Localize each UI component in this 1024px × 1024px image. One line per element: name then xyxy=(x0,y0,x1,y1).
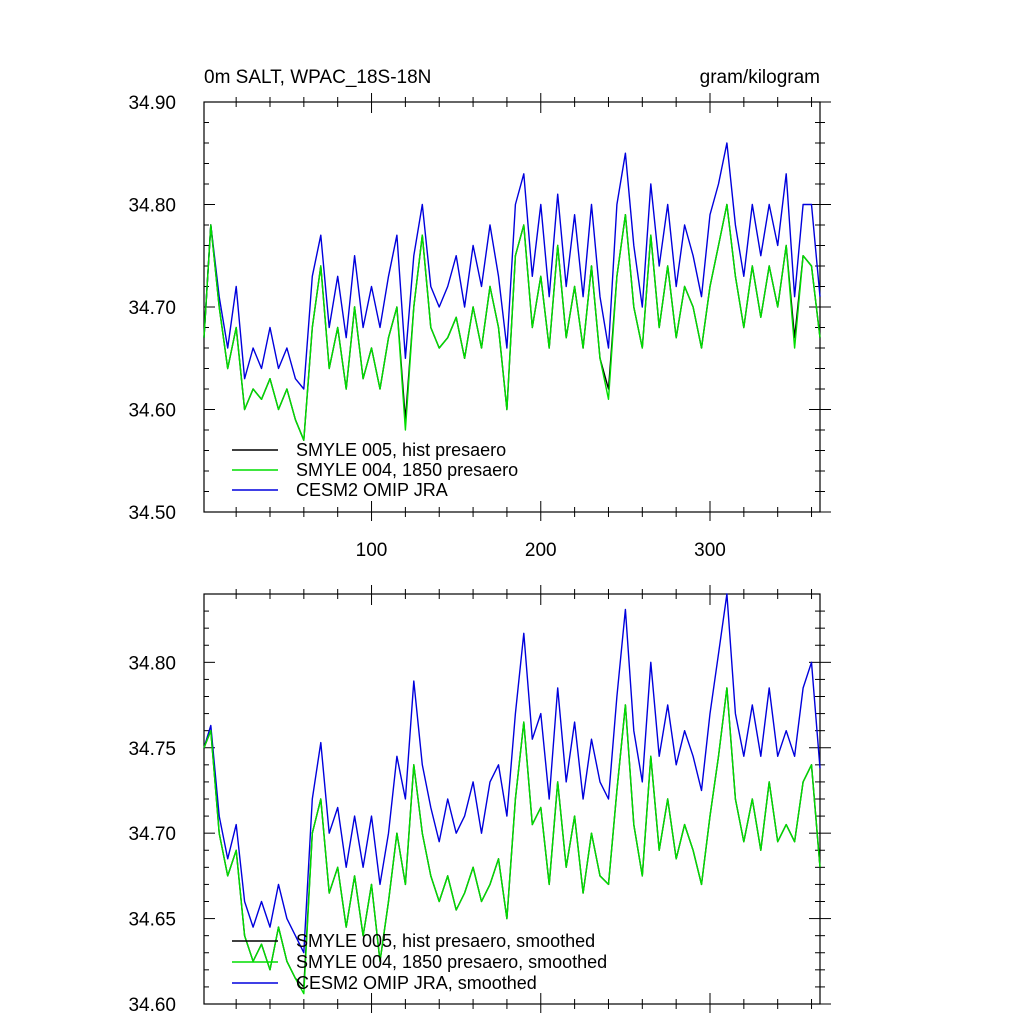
y-tick-label: 34.60 xyxy=(128,401,176,422)
x-tick-label: 300 xyxy=(694,540,726,561)
top-axis-ticks xyxy=(204,93,831,521)
bottom-axis-ticks xyxy=(204,585,831,1013)
series-line xyxy=(203,687,821,995)
bottom-series-lines xyxy=(203,593,821,995)
y-tick-label: 34.70 xyxy=(128,298,176,319)
x-tick-label: 100 xyxy=(356,540,388,561)
y-tick-label: 34.60 xyxy=(128,995,176,1016)
chart-title: 0m SALT, WPAC_18S-18N xyxy=(204,67,431,88)
legend-label: SMYLE 004, 1850 presaero xyxy=(296,460,518,480)
legend-label: CESM2 OMIP JRA xyxy=(296,480,448,500)
legend-label: SMYLE 005, hist presaero, smoothed xyxy=(296,931,595,951)
y-tick-label: 34.80 xyxy=(128,196,176,217)
legend-label: SMYLE 004, 1850 presaero, smoothed xyxy=(296,952,607,972)
top-tick-labels: 34.50 34.60 34.70 34.80 34.90 100 200 300 xyxy=(128,93,725,561)
series-line xyxy=(203,142,821,390)
bottom-tick-labels: 34.60 34.65 34.70 34.75 34.80 xyxy=(128,653,176,1016)
series-line xyxy=(203,203,821,441)
x-tick-label: 200 xyxy=(525,540,557,561)
top-series-lines xyxy=(203,142,821,441)
y-tick-label: 34.90 xyxy=(128,93,176,114)
y-tick-label: 34.50 xyxy=(128,503,176,524)
bottom-legend: SMYLE 005, hist presaero, smoothedSMYLE … xyxy=(232,931,607,993)
series-line xyxy=(203,593,821,954)
units-label: gram/kilogram xyxy=(700,67,820,88)
y-tick-label: 34.80 xyxy=(128,653,176,674)
y-tick-label: 34.65 xyxy=(128,910,176,931)
legend-label: CESM2 OMIP JRA, smoothed xyxy=(296,973,537,993)
legend-label: SMYLE 005, hist presaero xyxy=(296,440,506,460)
y-tick-label: 34.75 xyxy=(128,739,176,760)
y-tick-label: 34.70 xyxy=(128,824,176,845)
